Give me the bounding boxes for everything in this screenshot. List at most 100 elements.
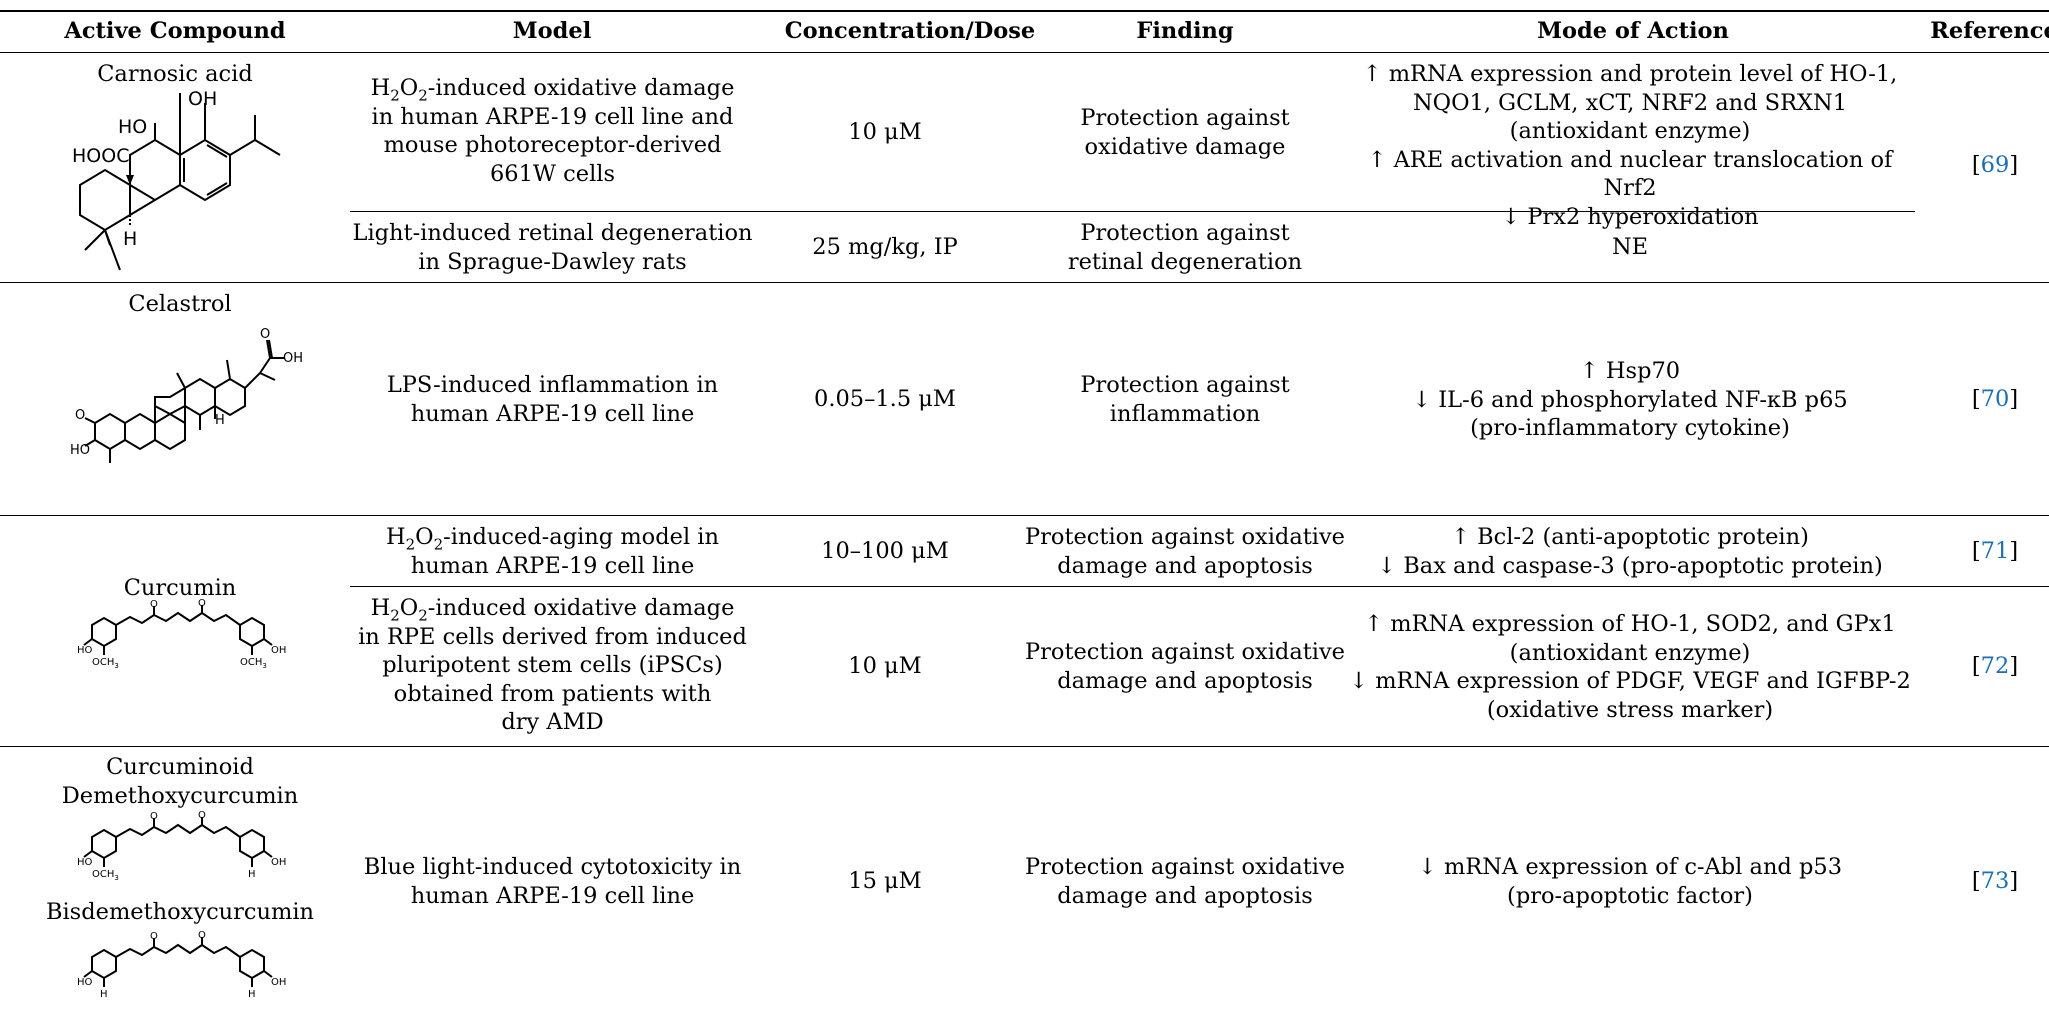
atom-och3: OCH3 (92, 869, 119, 882)
atom-oh: OH (271, 857, 286, 868)
curcumin-reference-2[interactable]: [72] (1955, 652, 2035, 681)
curcumin-model-1: H2O2-induced-aging model in human ARPE-1… (340, 523, 765, 580)
compound-name: Curcumin (123, 575, 237, 601)
atom-o: O (150, 931, 158, 942)
carnosic-action-2: NE (1611, 234, 1649, 260)
atom-och3: OCH3 (92, 657, 119, 670)
finding-line: Protection against oxidative (1025, 524, 1345, 550)
model-line: human ARPE-19 cell line (410, 400, 695, 427)
reference-link[interactable]: 69 (1980, 152, 2010, 178)
atom-o: O (150, 811, 158, 822)
celastrol-model: LPS-induced inflammation in human ARPE-1… (340, 371, 765, 428)
text-h: H (386, 524, 406, 550)
header-reference: Reference (1930, 18, 2049, 44)
celastrol-dose: 0.05–1.5 μM (814, 386, 956, 412)
atom-h: H (248, 989, 256, 1000)
model-line: pluripotent stem cells (iPSCs) (382, 652, 723, 678)
action-line: ↓ mRNA expression of c-Abl and p53 (1417, 854, 1843, 880)
finding-line: Protection against oxidative (1025, 639, 1345, 665)
reference-link[interactable]: 72 (1980, 653, 2010, 679)
action-line: (oxidative stress marker) (1486, 696, 1774, 723)
text-sub: 2 (418, 86, 428, 105)
atom-h: H (100, 989, 108, 1000)
celastrol-reference[interactable]: [70] (1955, 385, 2035, 414)
model-line: in Sprague-Dawley rats (418, 248, 687, 275)
text-sub: 2 (405, 535, 416, 554)
atom-o: O (260, 327, 270, 342)
header-compound: Active Compound (64, 18, 286, 44)
finding-line: inflammation (1109, 400, 1261, 427)
text-rest: -induced oxidative damage (427, 595, 735, 621)
ref-bracket: [ (1971, 152, 1981, 178)
finding-line: damage and apoptosis (1057, 552, 1313, 579)
carnosic-reference[interactable]: [69] (1955, 151, 2035, 180)
carnosic-model-1: H2O2-induced oxidative damage in human A… (340, 74, 765, 188)
model-line: dry AMD (501, 709, 604, 735)
curcuminoid-finding: Protection against oxidative damage and … (1020, 853, 1350, 910)
compound-name: Celastrol (128, 291, 232, 317)
action-line: (antioxidant enzyme) (1509, 118, 1751, 144)
carnosic-inner-rule (350, 211, 1915, 212)
atom-oh: OH (271, 645, 286, 656)
atom-o: O (150, 599, 158, 610)
reference-link[interactable]: 70 (1980, 386, 2010, 412)
ref-bracket: [ (1971, 386, 1981, 412)
model-line: Blue light-induced cytotoxicity in (363, 854, 742, 880)
compound-name-line: Demethoxycurcumin (61, 782, 299, 809)
atom-oh: OH (271, 977, 286, 988)
action-line: (antioxidant enzyme) (1509, 639, 1751, 666)
carnosic-acid-structure: HOOC HO OH H (72, 88, 281, 271)
curcumin-finding-1: Protection against oxidative damage and … (1020, 523, 1350, 580)
atom-text: OCH (92, 869, 114, 880)
ref-bracket: ] (2009, 868, 2019, 894)
carnosic-finding-2: Protection against retinal degeneration (1040, 219, 1330, 276)
model-line: in human ARPE-19 cell line and (371, 103, 734, 130)
carnosic-dose-2: 25 mg/kg, IP (812, 234, 958, 260)
atom-sub: 3 (114, 874, 118, 882)
atom-h: H (123, 228, 137, 250)
carnosic-dose-1: 10 μM (848, 119, 922, 145)
celastrol-bottom-rule (0, 515, 2049, 516)
carnosic-model-2: Light-induced retinal degeneration in Sp… (340, 219, 765, 276)
ref-bracket: [ (1971, 868, 1981, 894)
atom-ho: HO (77, 977, 93, 988)
model-line: H2O2-induced oxidative damage (340, 74, 765, 103)
compound-name: Curcuminoid Demethoxycurcumin (50, 753, 310, 810)
model-line: obtained from patients with (393, 680, 712, 707)
text-h: H (370, 75, 391, 101)
curcumin-bottom-rule (0, 746, 2049, 747)
ref-bracket: [ (1971, 538, 1981, 564)
ref-bracket: ] (2009, 386, 2019, 412)
model-line: LPS-induced inflammation in (386, 372, 719, 398)
finding-line: oxidative damage (1084, 133, 1286, 160)
curcumin-reference-1[interactable]: [71] (1955, 537, 2035, 566)
finding-line: Protection against (1080, 372, 1290, 398)
atom-text: OCH (240, 657, 262, 668)
action-line: ↑ ARE activation and nuclear translocati… (1367, 146, 1893, 202)
action-line: ↑ Bcl-2 (anti-apoptotic protein) (1451, 524, 1809, 550)
curcuminoid-model: Blue light-induced cytotoxicity in human… (340, 853, 765, 910)
atom-och3: OCH3 (240, 657, 267, 670)
curcumin-action-1: ↑ Bcl-2 (anti-apoptotic protein) ↓ Bax a… (1345, 523, 1915, 580)
action-line: ↑ mRNA expression of HO-1, SOD2, and GPx… (1364, 611, 1896, 637)
reference-link[interactable]: 73 (1980, 868, 2010, 894)
curcuminoid-reference[interactable]: [73] (1955, 867, 2035, 896)
ref-bracket: ] (2009, 538, 2019, 564)
action-line: ↑ mRNA expression and protein level of H… (1362, 61, 1898, 87)
action-line: ↑ Hsp70 (1579, 358, 1681, 384)
curcumin-dose-2: 10 μM (848, 653, 922, 679)
finding-line: retinal degeneration (1067, 248, 1303, 275)
finding-line: damage and apoptosis (1057, 667, 1313, 694)
compound-name: Carnosic acid (97, 61, 253, 87)
carnosic-bottom-rule (0, 282, 2049, 283)
ref-bracket: ] (2009, 152, 2019, 178)
curcumin-action-2: ↑ mRNA expression of HO-1, SOD2, and GPx… (1345, 610, 1915, 724)
model-line: H2O2-induced oxidative damage (340, 594, 765, 623)
curcuminoid-dose: 15 μM (848, 868, 922, 894)
celastrol-action: ↑ Hsp70 ↓ IL-6 and phosphorylated NF-κB … (1345, 357, 1915, 443)
reference-link[interactable]: 71 (1980, 538, 2010, 564)
text-o: O (415, 524, 434, 550)
model-line: 661W cells (489, 160, 616, 187)
ref-bracket: ] (2009, 653, 2019, 679)
finding-line: Protection against (1080, 105, 1290, 131)
